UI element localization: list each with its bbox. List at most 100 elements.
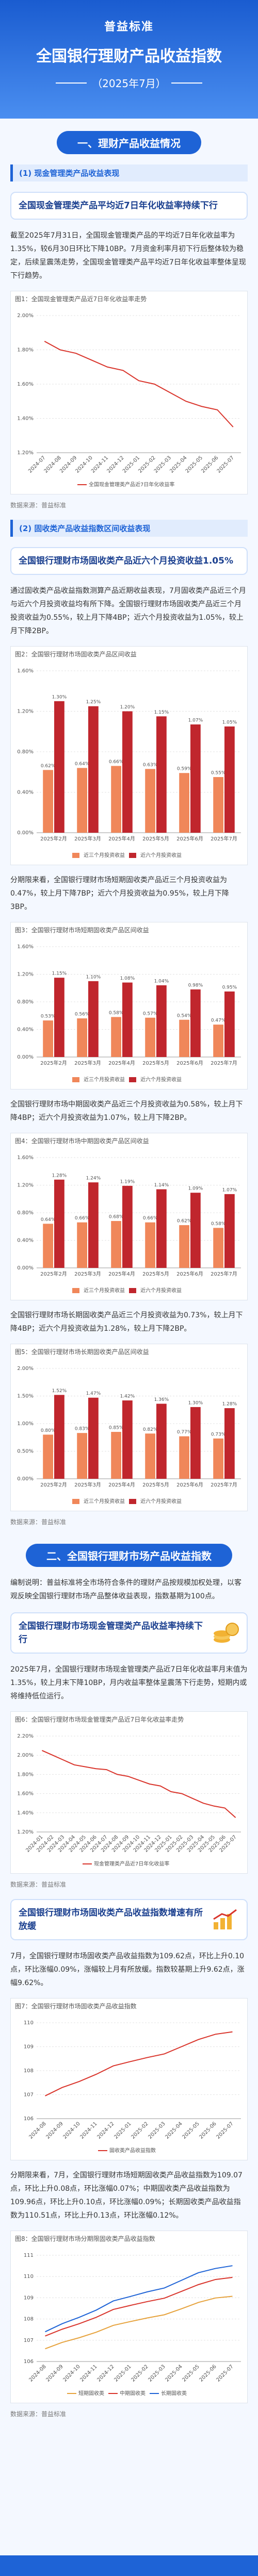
x-tick-label: 2025年4月 bbox=[108, 835, 135, 842]
value-label: 1.28% bbox=[222, 1402, 237, 1407]
chart-title: 图6：全国银行理财市场现金管理类产品近7日年化收益率走势 bbox=[15, 1716, 184, 1723]
headline: 全国银行理财市场固收类产品收益指数增速有所放缓 bbox=[10, 1899, 248, 1940]
y-tick-label: 0.00% bbox=[17, 830, 34, 836]
bar bbox=[111, 1221, 121, 1268]
bar bbox=[122, 982, 133, 1057]
x-tick-label: 2025-02 bbox=[130, 2364, 149, 2383]
y-tick-label: 107 bbox=[24, 2092, 34, 2098]
legend-swatch bbox=[72, 853, 79, 858]
chart-title: 图1：全国现金管理类产品近7日年化收益率走势 bbox=[15, 295, 147, 303]
y-tick-label: 1.60% bbox=[17, 1791, 34, 1797]
x-tick-label: 2025年2月 bbox=[40, 1060, 67, 1066]
bar bbox=[77, 1433, 87, 1479]
y-tick-label: 1.20% bbox=[17, 1829, 34, 1835]
legend-label: 近三个月投资收益 bbox=[84, 852, 125, 858]
value-label: 0.58% bbox=[211, 1221, 226, 1227]
line bbox=[45, 2265, 233, 2333]
chart: 0.00% 0.50% 1.00% 1.50% 2.00% 2025年2月 2025年3月 2… bbox=[17, 1366, 241, 1505]
y-tick-label: 0.40% bbox=[17, 1027, 34, 1033]
subsection-label: (1) 现金管理类产品收益表现 bbox=[10, 164, 248, 181]
value-label: 1.47% bbox=[86, 1391, 101, 1396]
x-tick-label: 2025年2月 bbox=[40, 1270, 67, 1277]
legend-label: 近六个月投资收益 bbox=[140, 1498, 182, 1505]
bar bbox=[190, 989, 201, 1057]
x-tick-label: 2024-08 bbox=[28, 2364, 47, 2383]
x-tick-label: 2025年6月 bbox=[176, 1481, 203, 1488]
x-tick-label: 2025年5月 bbox=[142, 1060, 169, 1066]
value-label: 1.07% bbox=[188, 718, 203, 723]
y-tick-label: 110 bbox=[24, 2274, 34, 2280]
line bbox=[45, 2031, 233, 2096]
source: 数据来源：普益标准 bbox=[10, 2410, 67, 2418]
legend-swatch bbox=[129, 853, 136, 858]
y-tick-label: 0.80% bbox=[17, 749, 34, 755]
x-tick-label: 2025年4月 bbox=[108, 1060, 135, 1066]
x-tick-label: 2025-01 bbox=[113, 2121, 132, 2140]
y-tick-label: 106 bbox=[24, 2116, 34, 2122]
x-tick-label: 2024-12 bbox=[96, 2121, 115, 2140]
bar bbox=[54, 1395, 64, 1479]
bar bbox=[88, 706, 99, 833]
bar bbox=[190, 1193, 201, 1268]
bar bbox=[224, 991, 235, 1057]
y-tick-label: 107 bbox=[24, 2338, 34, 2343]
value-label: 1.15% bbox=[154, 710, 169, 715]
y-tick-label: 0.40% bbox=[17, 790, 34, 796]
chart-title: 图3：全国银行理财市场短期固收类产品区间收益 bbox=[15, 927, 149, 934]
bar bbox=[190, 1407, 201, 1479]
legend-label: 短期固收类 bbox=[78, 2390, 104, 2397]
chart-card: 图5：全国银行理财市场长期固收类产品区间收益 0.00% 0.50% 1.00% 1.5… bbox=[10, 1344, 248, 1511]
x-tick-label: 2025-06 bbox=[198, 2121, 217, 2140]
bar bbox=[145, 1433, 155, 1479]
x-tick-label: 2025年5月 bbox=[142, 835, 169, 842]
value-label: 0.98% bbox=[188, 983, 203, 988]
value-label: 1.28% bbox=[52, 1173, 67, 1178]
value-label: 0.82% bbox=[143, 1427, 158, 1432]
x-tick-label: 2025-05 bbox=[181, 2364, 200, 2383]
source: 数据来源：普益标准 bbox=[10, 1881, 67, 1888]
value-label: 0.77% bbox=[177, 1430, 192, 1435]
bar bbox=[156, 1403, 167, 1479]
line bbox=[44, 340, 234, 427]
y-tick-label: 2.20% bbox=[17, 1733, 34, 1739]
x-tick-label: 2025-03 bbox=[147, 2364, 166, 2383]
chart: 1.20%1.40%1.60%1.80%2.00%2.20%2024-01202… bbox=[17, 1733, 241, 1867]
y-tick-label: 1.40% bbox=[17, 1810, 34, 1816]
y-tick-label: 1.20% bbox=[17, 450, 34, 456]
bar bbox=[145, 1017, 155, 1057]
paragraph: 截至2025年7月31日，全国现金管理类产品的平均近7日年化收益率为1.35%，… bbox=[10, 232, 246, 280]
legend-label: 固收类产品收益指数 bbox=[109, 2147, 156, 2154]
chart: 0.00% 0.40% 0.80% 1.20% 1.60% 2025年2月 2025年3月 2… bbox=[17, 944, 241, 1083]
chart-card: 图2：全国银行理财市场固收类产品区间收益 0.00% 0.40% 0.80% 1.20%… bbox=[10, 646, 248, 865]
x-tick-label: 2025-07 bbox=[215, 2121, 234, 2140]
paragraph: 全国银行理财市场中期固收类产品近三个月投资收益为0.58%，较上月下降4BP；近… bbox=[10, 1100, 243, 1122]
y-tick-label: 1.20% bbox=[17, 709, 34, 715]
bar bbox=[43, 1224, 53, 1268]
value-label: 0.59% bbox=[177, 767, 192, 772]
bar bbox=[88, 981, 99, 1057]
legend-label: 中期固收类 bbox=[120, 2390, 146, 2397]
value-label: 0.80% bbox=[41, 1428, 56, 1433]
y-tick-label: 111 bbox=[24, 2253, 34, 2258]
y-tick-label: 106 bbox=[24, 2359, 34, 2365]
brand: 普益标准 bbox=[104, 21, 154, 34]
bar bbox=[179, 1019, 189, 1057]
value-label: 0.54% bbox=[177, 1013, 192, 1018]
y-tick-label: 1.60% bbox=[17, 382, 34, 387]
legend-label: 近三个月投资收益 bbox=[84, 1498, 125, 1505]
x-tick-label: 2024-08 bbox=[28, 2121, 47, 2140]
chart-title: 图5：全国银行理财市场长期固收类产品区间收益 bbox=[15, 1348, 149, 1356]
bar bbox=[88, 1182, 99, 1268]
line bbox=[42, 1749, 236, 1818]
coin-icon bbox=[214, 1623, 239, 1643]
chart: 1061071081091101112024-082024-092024-102… bbox=[24, 2253, 241, 2397]
value-label: 0.66% bbox=[143, 1216, 158, 1221]
legend-label: 近六个月投资收益 bbox=[140, 1076, 182, 1083]
x-tick-label: 2025年4月 bbox=[108, 1270, 135, 1277]
value-label: 1.10% bbox=[86, 975, 101, 980]
value-label: 0.62% bbox=[41, 764, 56, 769]
y-tick-label: 1.80% bbox=[17, 348, 34, 353]
value-label: 0.64% bbox=[75, 762, 90, 767]
x-tick-label: 2024-11 bbox=[79, 2121, 98, 2140]
period-text: （2025年7月） bbox=[92, 77, 166, 90]
